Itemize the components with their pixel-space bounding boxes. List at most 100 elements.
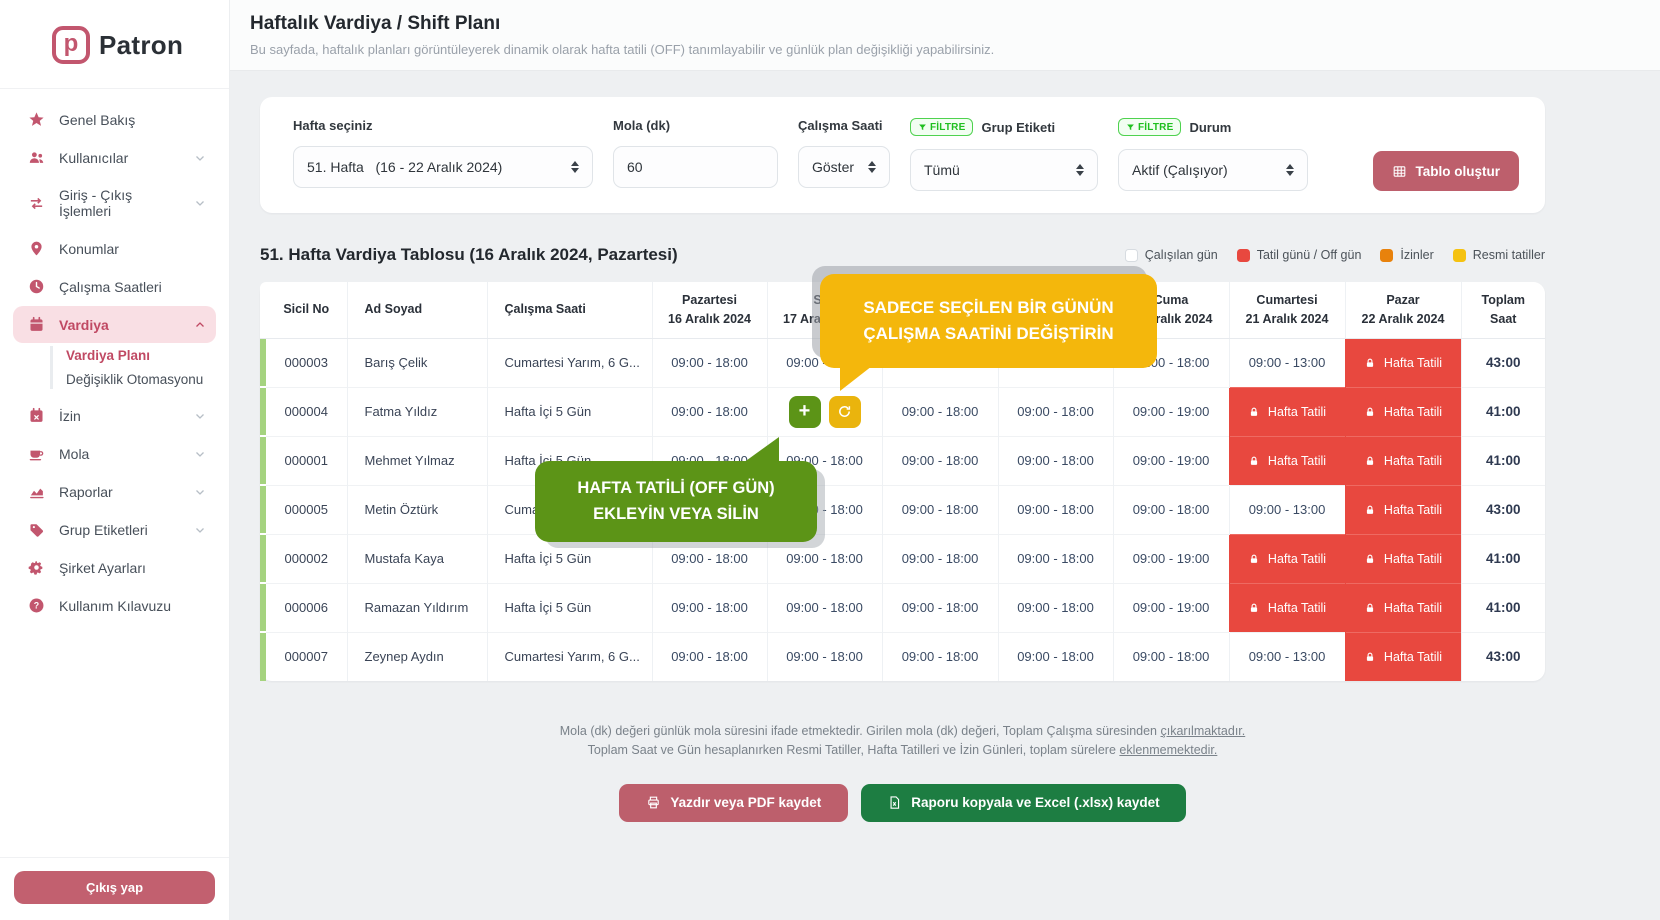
col-header-pazar: Pazar 22 Aralık 2024: [1344, 282, 1461, 339]
chevron-down-icon: [194, 486, 206, 498]
total-hours-cell: 43:00: [1460, 631, 1545, 681]
shift-cell[interactable]: 09:00 - 18:00: [997, 435, 1113, 485]
shift-cell[interactable]: 09:00 - 18:00: [651, 386, 767, 436]
off-day-cell[interactable]: Hafta Tatili: [1229, 582, 1345, 632]
sidebar-item-izin[interactable]: İzin: [13, 397, 216, 434]
filter-badge: FİLTRE: [910, 118, 974, 136]
week-filter-group: Hafta seçiniz 51. Hafta (16 - 22 Aralık …: [293, 118, 593, 191]
shift-cell[interactable]: 09:00 - 19:00: [1112, 435, 1229, 485]
submenu-item-degisiklik-otomasyonu[interactable]: Değişiklik Otomasyonu: [66, 372, 204, 387]
shift-cell[interactable]: 09:00 - 19:00: [1112, 533, 1229, 583]
off-day-cell[interactable]: Hafta Tatili: [1345, 631, 1461, 681]
off-day-cell[interactable]: Hafta Tatili: [1345, 582, 1461, 632]
shift-cell[interactable]: 09:00 - 18:00: [651, 631, 767, 681]
sicil-cell: 000005: [266, 484, 347, 534]
sidebar-item-genel-bakis[interactable]: Genel Bakış: [13, 101, 216, 138]
main-area: Haftalık Vardiya / Shift Planı Bu sayfad…: [230, 0, 1660, 920]
break-minutes-input[interactable]: [613, 146, 778, 188]
chevron-down-icon: [194, 197, 206, 209]
worktime-select[interactable]: Göster: [798, 146, 890, 188]
sidebar-item-raporlar[interactable]: Raporlar: [13, 473, 216, 510]
submenu-item-vardiya-plani[interactable]: Vardiya Planı: [66, 348, 151, 363]
shift-cell[interactable]: 09:00 - 18:00: [881, 582, 998, 632]
shift-cell[interactable]: 09:00 - 13:00: [1228, 338, 1345, 387]
sidebar-item-giris-cikis[interactable]: Giriş - Çıkış İşlemleri: [13, 177, 216, 229]
sicil-cell: 000006: [266, 582, 347, 632]
off-day-cell[interactable]: Hafta Tatili: [1345, 484, 1461, 534]
shift-cell[interactable]: 09:00 - 18:00: [651, 338, 767, 387]
shift-cell[interactable]: 09:00 - 18:00: [881, 533, 998, 583]
star-icon: [28, 111, 45, 128]
week-select-label: Hafta seçiniz: [293, 118, 373, 133]
shift-cell[interactable]: 09:00 - 18:00: [1112, 484, 1229, 534]
shift-cell[interactable]: 09:00 - 18:00: [997, 582, 1113, 632]
name-cell: Mehmet Yılmaz: [346, 435, 487, 485]
shift-cell[interactable]: 09:00 - 13:00: [1228, 631, 1345, 681]
location-pin-icon: [28, 240, 45, 257]
legend: Çalışılan gün Tatil günü / Off gün İzinl…: [1124, 248, 1545, 262]
change-hours-callout: SADECE SEÇİLEN BİR GÜNÜN ÇALIŞMA SAATİNİ…: [820, 274, 1157, 391]
print-pdf-button[interactable]: Yazdır veya PDF kaydet: [619, 783, 849, 822]
off-day-cell[interactable]: Hafta Tatili: [1229, 435, 1345, 485]
off-day-cell[interactable]: Hafta Tatili: [1345, 386, 1461, 436]
sidebar-item-kullanim-kilavuzu[interactable]: ? Kullanım Kılavuzu: [13, 587, 216, 624]
schedule-cell: Hafta İçi 5 Gün: [486, 582, 652, 632]
leave-swatch: [1380, 248, 1394, 262]
add-off-day-button[interactable]: +: [788, 395, 821, 428]
create-table-button[interactable]: Tablo oluştur: [1372, 151, 1519, 191]
shift-cell[interactable]: 09:00 - 18:00: [651, 582, 767, 632]
page-content: Hafta seçiniz 51. Hafta (16 - 22 Aralık …: [230, 71, 1660, 920]
shift-cell[interactable]: 09:00 - 13:00: [1228, 484, 1345, 534]
shift-cell[interactable]: 09:00 - 19:00: [1112, 386, 1229, 436]
page-header: Haftalık Vardiya / Shift Planı Bu sayfad…: [230, 0, 1660, 71]
off-day-cell[interactable]: Hafta Tatili: [1229, 533, 1345, 583]
sicil-cell: 000001: [266, 435, 347, 485]
off-day-cell[interactable]: Hafta Tatili: [1345, 533, 1461, 583]
filter-card: Hafta seçiniz 51. Hafta (16 - 22 Aralık …: [260, 97, 1545, 213]
footnote-emphasis: çıkarılmaktadır.: [1160, 724, 1246, 738]
status-select[interactable]: Aktif (Çalışıyor): [1118, 149, 1308, 191]
shift-cell[interactable]: 09:00 - 18:00: [766, 631, 882, 681]
sidebar: p Patron Genel Bakış Kullanıcılar Giriş …: [0, 0, 230, 920]
sidebar-item-mola[interactable]: Mola: [13, 435, 216, 472]
shift-cell[interactable]: 09:00 - 19:00: [1112, 582, 1229, 632]
sidebar-item-konumlar[interactable]: Konumlar: [13, 230, 216, 267]
off-day-cell[interactable]: Hafta Tatili: [1345, 435, 1461, 485]
legend-item-worked-day: Çalışılan gün: [1124, 248, 1218, 262]
shift-cell[interactable]: 09:00 - 18:00: [881, 631, 998, 681]
sidebar-item-calisma-saatleri[interactable]: Çalışma Saatleri: [13, 268, 216, 305]
sidebar-item-sirket-ayarlari[interactable]: Şirket Ayarları: [13, 549, 216, 586]
legend-item-public-holiday: Resmi tatiller: [1452, 248, 1545, 262]
table-row: 000006 Ramazan Yıldırım Hafta İçi 5 Gün …: [260, 582, 1545, 632]
sidebar-item-vardiya[interactable]: Vardiya: [13, 306, 216, 343]
shift-cell[interactable]: 09:00 - 18:00: [881, 435, 998, 485]
shift-cell[interactable]: 09:00 - 18:00: [766, 533, 882, 583]
row-status-stripe: [260, 338, 266, 387]
shift-cell[interactable]: 09:00 - 18:00: [997, 386, 1113, 436]
sidebar-item-kullanicilar[interactable]: Kullanıcılar: [13, 139, 216, 176]
shift-cell[interactable]: 09:00 - 18:00: [766, 582, 882, 632]
shift-cell[interactable]: 09:00 - 18:00: [881, 484, 998, 534]
table-row: 000005 Metin Öztürk Cumartesi Yarım, 6 G…: [260, 484, 1545, 534]
shift-cell[interactable]: 09:00 - 18:00: [997, 533, 1113, 583]
chevron-up-icon: [194, 319, 206, 331]
group-tag-select[interactable]: Tümü: [910, 149, 1098, 191]
logout-button[interactable]: Çıkış yap: [14, 871, 215, 904]
select-arrows-icon: [1286, 164, 1294, 176]
sidebar-item-grup-etiketleri[interactable]: Grup Etiketleri: [13, 511, 216, 548]
col-header-pazartesi: Pazartesi 16 Aralık 2024: [651, 282, 767, 339]
svg-text:?: ?: [34, 601, 39, 611]
shift-cell[interactable]: 09:00 - 18:00: [881, 386, 998, 436]
week-select[interactable]: 51. Hafta (16 - 22 Aralık 2024): [293, 146, 593, 188]
row-status-stripe: [260, 582, 266, 632]
off-day-cell[interactable]: Hafta Tatili: [1229, 386, 1345, 436]
off-day-cell[interactable]: Hafta Tatili: [1345, 338, 1461, 387]
group-tag-select-label: Grup Etiketi: [981, 119, 1056, 135]
shift-cell[interactable]: 09:00 - 18:00: [997, 631, 1113, 681]
shift-cell[interactable]: 09:00 - 18:00: [1112, 631, 1229, 681]
shift-cell[interactable]: 09:00 - 18:00: [997, 484, 1113, 534]
copy-excel-button[interactable]: Raporu kopyala ve Excel (.xlsx) kaydet: [861, 783, 1186, 822]
refresh-shift-button[interactable]: [828, 395, 861, 428]
group-tag-filter-group: FİLTRE Grup Etiketi Tümü: [910, 118, 1098, 191]
row-status-stripe: [260, 386, 266, 436]
